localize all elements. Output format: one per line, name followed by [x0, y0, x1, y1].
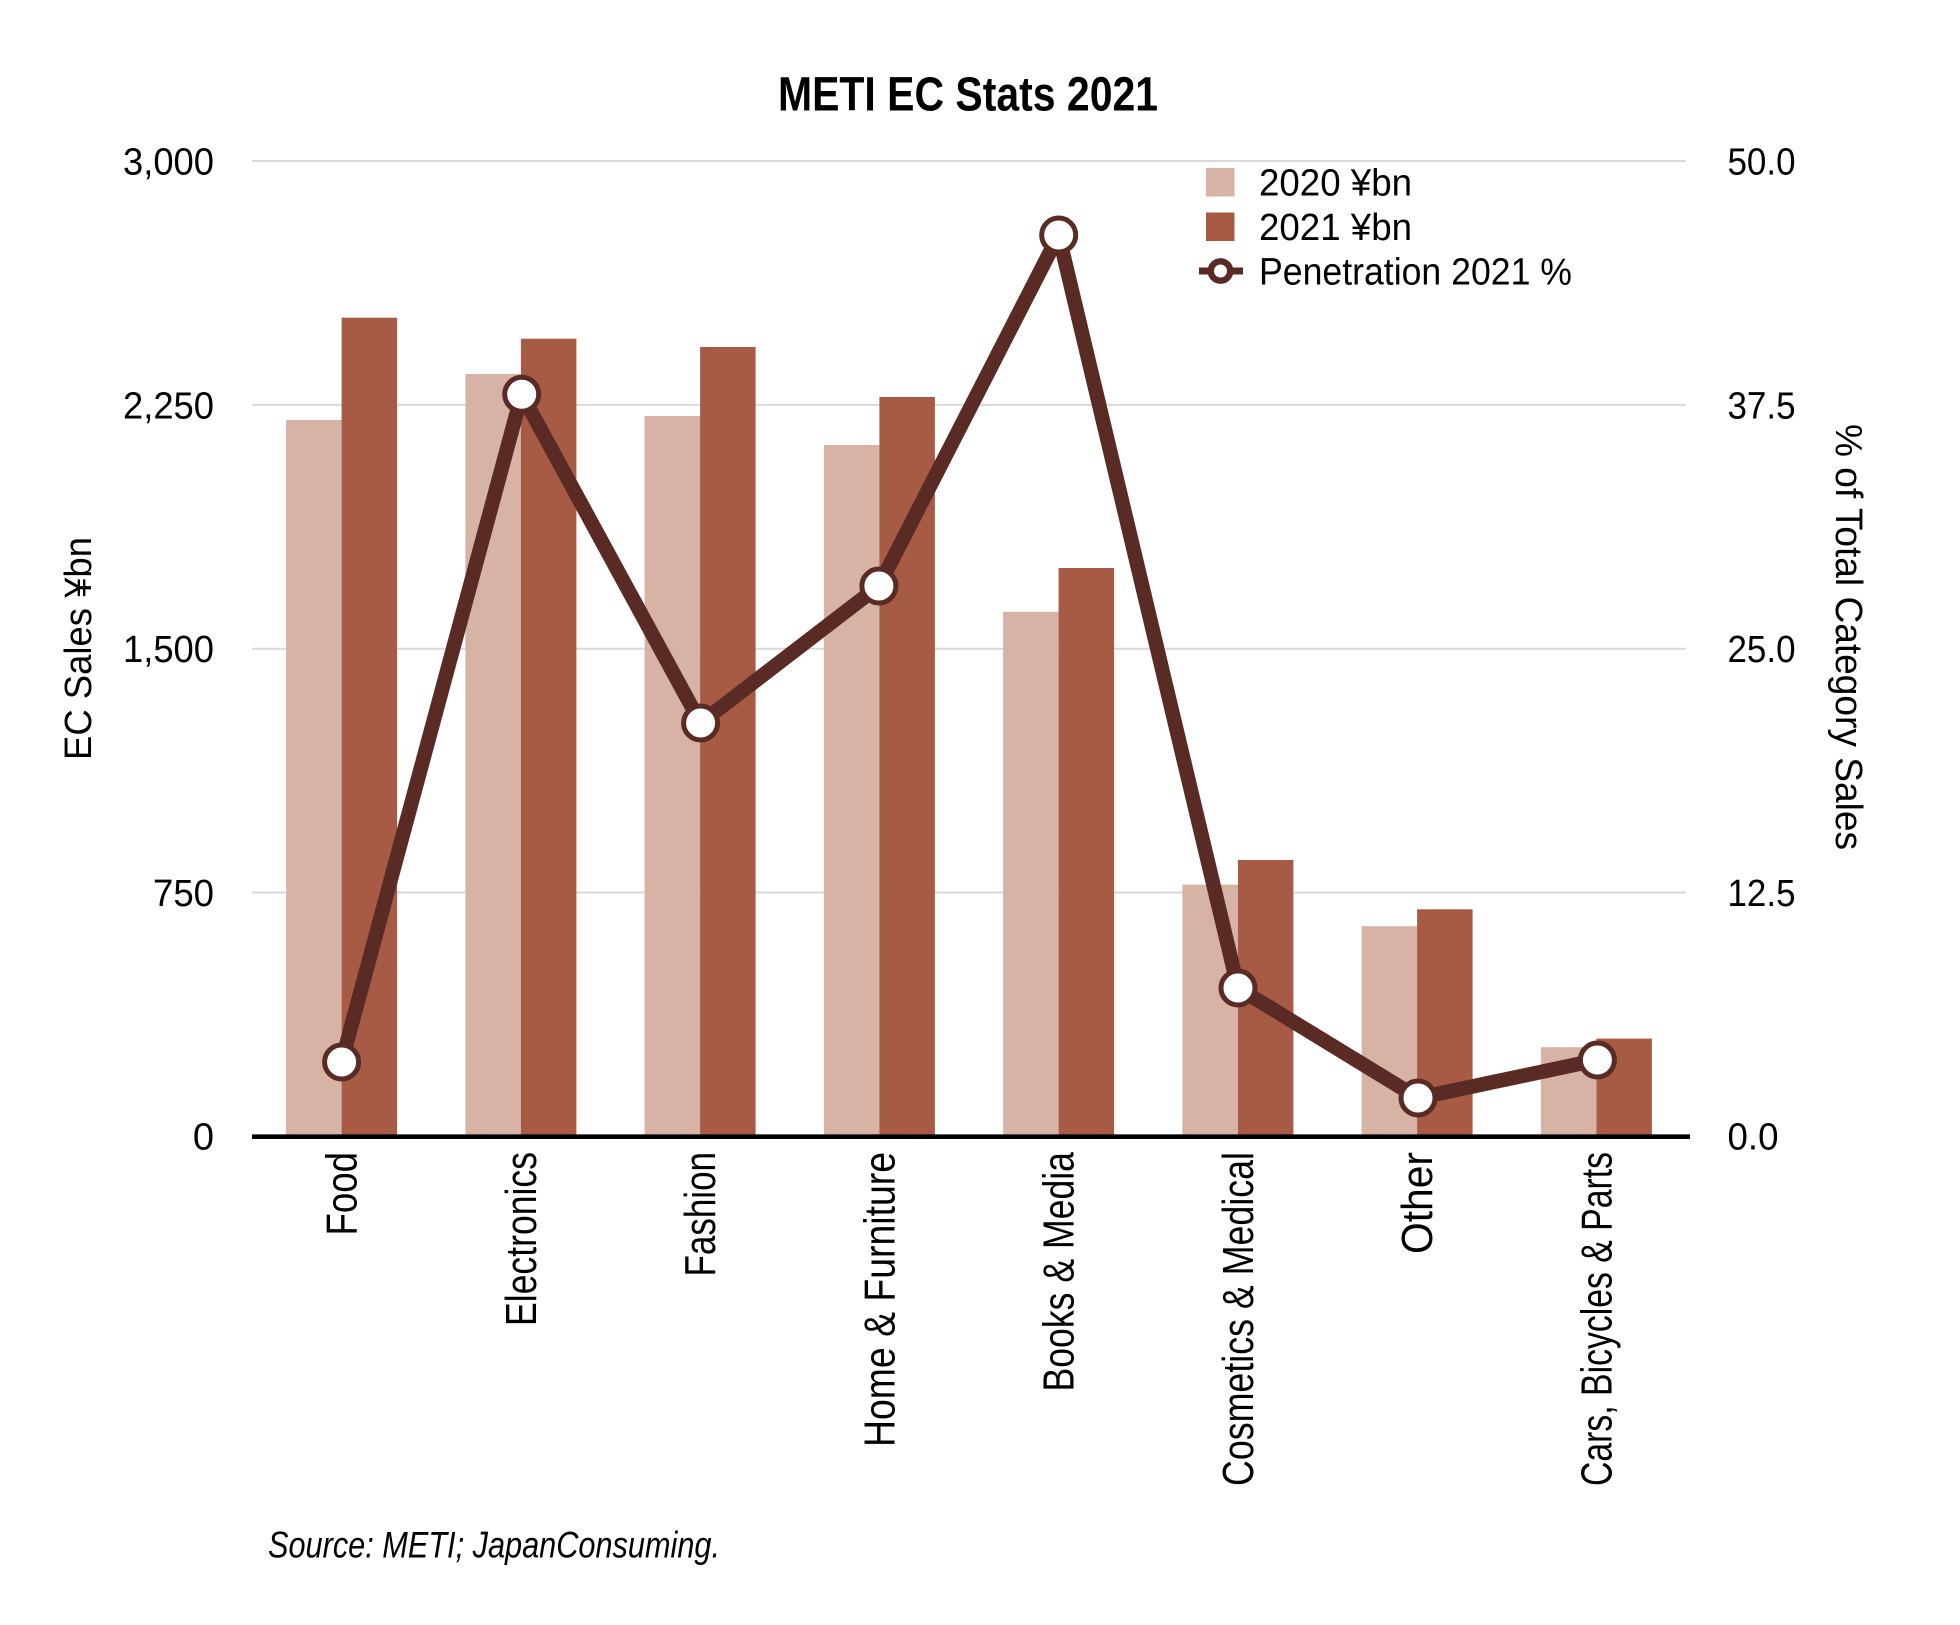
svg-text:2021 ¥bn: 2021 ¥bn	[1259, 207, 1412, 249]
svg-text:Cars, Bicycles & Parts: Cars, Bicycles & Parts	[1572, 1152, 1621, 1486]
svg-text:Source: METI; JapanConsuming.: Source: METI; JapanConsuming.	[268, 1525, 720, 1566]
svg-text:2,250: 2,250	[123, 385, 214, 427]
svg-text:1,500: 1,500	[123, 629, 214, 671]
svg-text:Cosmetics & Medical: Cosmetics & Medical	[1214, 1152, 1263, 1486]
svg-text:Home & Furniture: Home & Furniture	[855, 1152, 904, 1447]
svg-text:% of Total Category Sales: % of Total Category Sales	[1827, 424, 1869, 850]
svg-text:Penetration 2021 %: Penetration 2021 %	[1259, 252, 1572, 294]
svg-text:METI EC Stats 2021: METI EC Stats 2021	[778, 69, 1158, 122]
svg-text:50.0: 50.0	[1728, 142, 1796, 184]
svg-text:Books & Media: Books & Media	[1035, 1152, 1084, 1392]
svg-text:2020 ¥bn: 2020 ¥bn	[1259, 163, 1412, 205]
svg-text:EC Sales ¥bn: EC Sales ¥bn	[58, 537, 100, 760]
svg-text:12.5: 12.5	[1728, 873, 1796, 915]
svg-text:0: 0	[193, 1117, 214, 1159]
svg-text:37.5: 37.5	[1728, 385, 1796, 427]
svg-text:Electronics: Electronics	[497, 1152, 546, 1326]
svg-text:3,000: 3,000	[123, 142, 214, 184]
svg-text:25.0: 25.0	[1728, 629, 1796, 671]
svg-text:Food: Food	[318, 1152, 367, 1236]
svg-text:Other: Other	[1393, 1152, 1442, 1254]
svg-text:Fashion: Fashion	[676, 1152, 725, 1277]
svg-text:0.0: 0.0	[1728, 1117, 1779, 1159]
svg-text:750: 750	[153, 873, 214, 915]
